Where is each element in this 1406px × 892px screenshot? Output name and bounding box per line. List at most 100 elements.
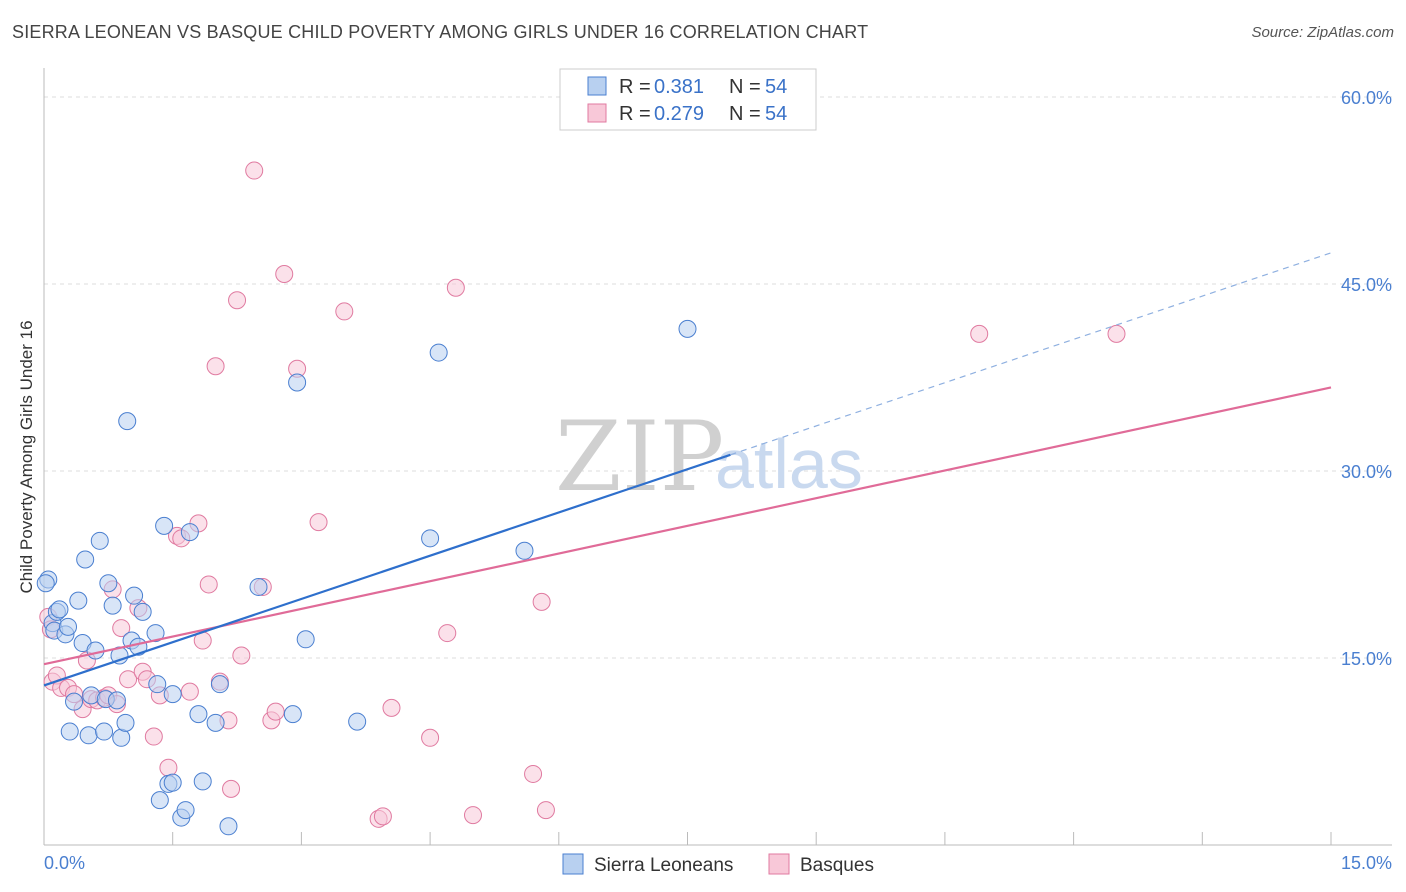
sierra-leoneans-trend-extension <box>730 252 1332 456</box>
basques-point <box>446 278 465 297</box>
watermark-atlas: atlas <box>715 425 863 503</box>
y-tick-label: 15.0% <box>1341 649 1392 669</box>
legend-n-label-2: N = <box>729 103 761 125</box>
legend-n-value-2: 54 <box>765 103 787 125</box>
y-axis-title: Child Poverty Among Girls Under 16 <box>17 320 36 593</box>
sierra-leoneans-point <box>515 541 534 560</box>
sierra-leoneans-point <box>76 550 95 569</box>
bottom-legend-swatch-blue <box>562 853 584 875</box>
sierra-leoneans-point <box>288 373 307 392</box>
sierra-leoneans-point <box>69 591 88 610</box>
basques-point <box>438 624 457 643</box>
sierra-leoneans-point <box>99 574 118 593</box>
basques-point <box>119 670 138 689</box>
sierra-leoneans-point <box>193 772 212 791</box>
sierra-leoneans-point <box>118 412 137 431</box>
sierra-leoneans-point <box>107 691 126 710</box>
basques-point <box>159 758 178 777</box>
sierra-leoneans-point <box>180 523 199 542</box>
legend-n-label-1: N = <box>729 76 761 98</box>
x-axis-ticks <box>172 832 1332 845</box>
sierra-leoneans-point <box>116 713 135 732</box>
y-tick-labels: 15.0% 30.0% 45.0% 60.0% <box>1341 88 1392 669</box>
basques-point <box>536 801 555 820</box>
sierra-leoneans-points <box>36 319 697 836</box>
sierra-leoneans-point <box>90 531 109 550</box>
bottom-legend-label-1: Sierra Leoneans <box>594 855 733 876</box>
legend-swatch-pink <box>587 103 607 123</box>
basques-point <box>275 265 294 284</box>
sierra-leoneans-point <box>60 722 79 741</box>
basques-point <box>232 646 251 665</box>
sierra-leoneans-point <box>148 675 167 694</box>
basques-point <box>382 698 401 717</box>
bottom-legend: Sierra Leoneans Basques <box>562 853 874 876</box>
sierra-leoneans-point <box>155 516 174 535</box>
basques-point <box>180 682 199 701</box>
sierra-leoneans-point <box>79 726 98 745</box>
legend-r-value-2: 0.279 <box>654 103 704 125</box>
legend-n-value-1: 54 <box>765 76 787 98</box>
basques-trend-line <box>43 386 1332 666</box>
basques-point <box>206 357 225 376</box>
sierra-leoneans-point <box>86 641 105 660</box>
basques-point <box>112 619 131 638</box>
sierra-leoneans-point <box>283 705 302 724</box>
basques-point <box>532 592 551 611</box>
legend-box: R = 0.381 N = 54 R = 0.279 N = 54 <box>559 68 817 131</box>
sierra-leoneans-point <box>678 319 697 338</box>
gridlines <box>44 96 1392 659</box>
sierra-leoneans-point <box>176 801 195 820</box>
sierra-leoneans-point <box>103 596 122 615</box>
basques-point <box>222 779 241 798</box>
sierra-leoneans-point <box>189 705 208 724</box>
sierra-leoneans-point <box>146 624 165 643</box>
sierra-leoneans-point <box>95 722 114 741</box>
watermark-zip: ZIP <box>555 401 724 513</box>
legend-r-label-1: R = <box>619 76 651 98</box>
sierra-leoneans-point <box>210 675 229 694</box>
x-tick-max: 15.0% <box>1341 853 1392 873</box>
x-tick-min: 0.0% <box>44 853 85 873</box>
sierra-leoneans-point <box>163 773 182 792</box>
basques-point <box>309 513 328 532</box>
basques-point <box>228 291 247 310</box>
basques-point <box>373 807 392 826</box>
basques-point <box>335 302 354 321</box>
sierra-leoneans-point <box>206 713 225 732</box>
basques-point <box>421 728 440 747</box>
source-label: Source: ZipAtlas.com <box>1251 24 1394 41</box>
basques-point <box>199 575 218 594</box>
sierra-leoneans-point <box>429 343 448 362</box>
y-tick-label: 30.0% <box>1341 462 1392 482</box>
sierra-leoneans-point <box>421 529 440 548</box>
y-tick-label: 60.0% <box>1341 88 1392 108</box>
sierra-leoneans-point <box>150 791 169 810</box>
bottom-legend-label-2: Basques <box>800 855 874 876</box>
basques-point <box>144 727 163 746</box>
legend-r-value-1: 0.381 <box>654 76 704 98</box>
sierra-leoneans-point <box>59 617 78 636</box>
y-tick-label: 45.0% <box>1341 275 1392 295</box>
sierra-leoneans-point <box>296 630 315 649</box>
legend-swatch-blue <box>587 76 607 96</box>
basques-point <box>1107 324 1126 343</box>
basques-point <box>464 806 482 825</box>
sierra-leoneans-point <box>133 602 152 621</box>
watermark: ZIP atlas <box>555 401 863 513</box>
sierra-leoneans-point <box>112 728 131 747</box>
basques-point <box>266 702 285 721</box>
bottom-legend-swatch-pink <box>768 853 790 875</box>
basques-point <box>524 764 543 783</box>
sierra-leoneans-trend-line <box>43 453 731 687</box>
sierra-leoneans-point <box>348 712 367 731</box>
sierra-leoneans-point <box>50 600 69 619</box>
basques-point <box>970 324 989 343</box>
chart-title: SIERRA LEONEAN VS BASQUE CHILD POVERTY A… <box>12 22 869 42</box>
sierra-leoneans-point <box>125 586 144 605</box>
legend-r-label-2: R = <box>619 103 651 125</box>
sierra-leoneans-point <box>65 692 84 711</box>
basques-point <box>245 161 264 180</box>
sierra-leoneans-point <box>219 817 238 836</box>
